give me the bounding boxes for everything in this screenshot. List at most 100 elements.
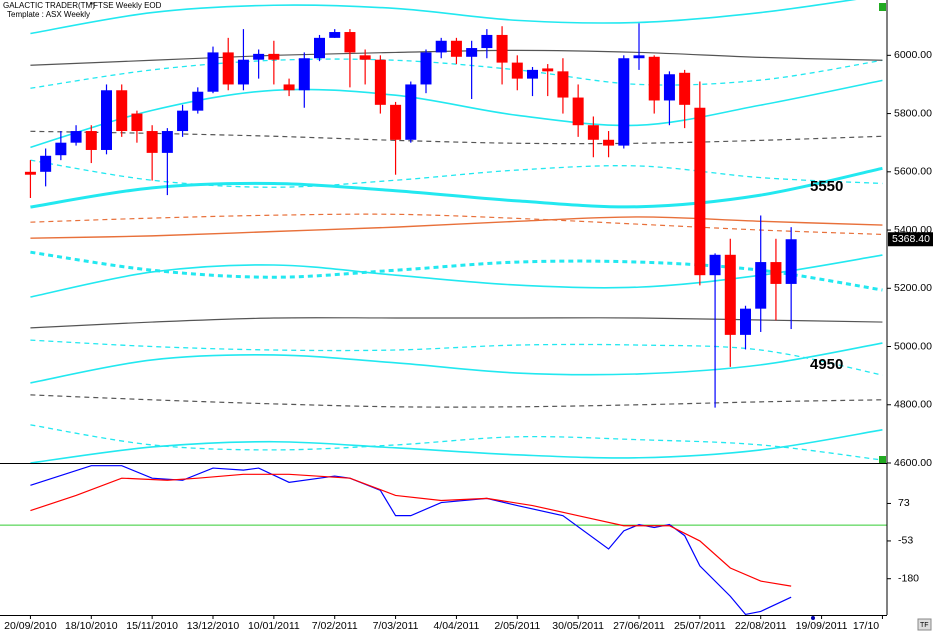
overlay-line [30, 79, 883, 149]
tf-button[interactable] [917, 618, 932, 631]
candle-body [55, 142, 67, 156]
x-tick-label: 18/10/2010 [65, 620, 118, 632]
candle-body [755, 262, 767, 309]
last-price-box [888, 232, 933, 247]
y-tick-label: 5000.00 [894, 340, 932, 352]
x-tick-label: 13/12/2010 [187, 620, 240, 632]
candle-body [207, 52, 219, 92]
candle-body [709, 254, 721, 276]
indicator-line [30, 473, 792, 587]
candle-body [237, 59, 249, 85]
candle-body [663, 74, 675, 101]
candle-body [192, 91, 204, 111]
x-tick-label: 4/04/2011 [433, 620, 479, 632]
candle-body [511, 62, 523, 79]
marker [811, 616, 815, 620]
candle-body [146, 131, 158, 153]
y-tick-label: -180 [898, 572, 919, 584]
tf-label: TF [920, 622, 929, 629]
candle-body [101, 90, 113, 150]
candle-body [572, 97, 584, 126]
candle-body [131, 113, 143, 132]
candle-body [587, 125, 599, 140]
candle-body [405, 84, 417, 140]
x-tick-label: 7/02/2011 [312, 620, 358, 632]
overlay-line [30, 0, 857, 35]
annotation: 4950 [810, 356, 843, 373]
y-tick-label: 5600.00 [894, 166, 932, 178]
annotation: 5550 [810, 178, 843, 195]
candle-body [161, 131, 173, 153]
candle-body [527, 69, 539, 79]
candle-body [496, 34, 508, 63]
x-tick-label: 17/10 [853, 620, 879, 632]
candle-body [542, 68, 554, 72]
y-tick-label: 4800.00 [894, 399, 932, 411]
x-tick-label: 20/09/2010 [4, 620, 57, 632]
candle-body [633, 55, 645, 59]
candle-body [481, 34, 493, 49]
overlay-line [30, 339, 883, 376]
candle-body [298, 58, 310, 91]
x-tick-label: 25/07/2011 [674, 620, 726, 632]
candle-body [70, 131, 82, 143]
candle-body [603, 139, 615, 146]
indicator-panel [0, 465, 887, 615]
candle-body [283, 84, 295, 91]
candle-body [740, 308, 752, 335]
x-tick-label: 10/01/2011 [248, 620, 300, 632]
candle-body [253, 53, 265, 60]
candle-body [329, 32, 341, 38]
overlay-line [30, 254, 883, 298]
corner-marker [879, 3, 886, 11]
x-tick-label: 2/05/2011 [494, 620, 540, 632]
overlay-line [30, 429, 883, 463]
overlay-line [30, 342, 883, 384]
y-tick-label: 6000.00 [894, 49, 932, 61]
candle-body [648, 56, 660, 101]
candle-body [116, 90, 128, 132]
price-panel [24, 0, 883, 463]
indicator-line [30, 465, 792, 615]
candle-body [618, 58, 630, 146]
candle-body [435, 40, 447, 53]
overlay-line [30, 159, 883, 188]
candle-body [785, 239, 797, 284]
corner-marker [879, 456, 886, 463]
candle-body [770, 262, 782, 284]
x-tick-label: 19/09/2011 [796, 620, 848, 632]
candle-body [557, 71, 569, 98]
overlay-line [30, 166, 883, 209]
candle-body [24, 171, 36, 175]
candle-body [222, 52, 234, 85]
candle-body [268, 53, 280, 60]
y-tick-label: 5800.00 [894, 107, 932, 119]
last-price-label: 5368.40 [892, 233, 930, 245]
overlay-line [30, 213, 883, 236]
candle-body [466, 48, 478, 57]
template: Template : ASX Weekly [7, 10, 90, 19]
candle-body [694, 107, 706, 276]
overlay-line [30, 250, 883, 292]
y-tick-label: 5200.00 [894, 282, 932, 294]
candle-body [724, 254, 736, 335]
candle-body [314, 37, 326, 59]
y-tick-label: 73 [898, 497, 910, 509]
candle-body [420, 52, 432, 85]
x-tick-label: 7/03/2011 [373, 620, 419, 632]
candle-body [450, 40, 462, 57]
candle-body [344, 32, 356, 53]
symbol: *FTSE Weekly EOD [90, 1, 162, 10]
y-tick-label: 4600.00 [894, 457, 932, 469]
overlay-line [30, 58, 883, 89]
candle-body [679, 72, 691, 105]
candle-body [85, 131, 97, 150]
candle-body [177, 110, 189, 132]
overlay-line [30, 216, 883, 239]
y-tick-label: -53 [898, 535, 913, 547]
x-tick-label: 30/05/2011 [552, 620, 604, 632]
x-tick-label: 22/08/2011 [735, 620, 787, 632]
overlay-line [30, 394, 883, 408]
